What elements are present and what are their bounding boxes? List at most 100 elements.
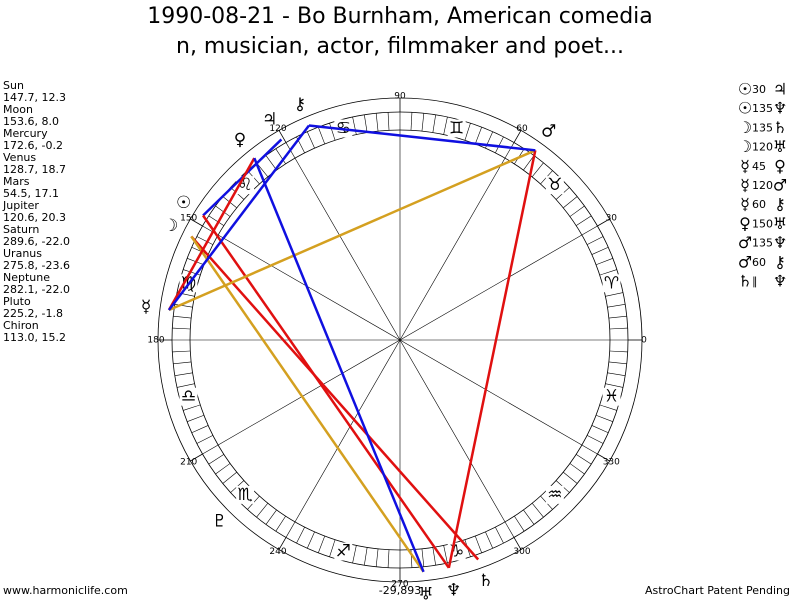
planet-glyph: ☽ [163,216,178,236]
ring-tick [173,361,192,365]
ring-tick [605,383,624,388]
ring-tick [176,383,195,388]
aspect-line [168,149,536,312]
ring-tick [608,361,627,365]
ring-tick [495,136,504,154]
sign-bg [334,542,353,561]
planet-name: Moon [3,103,33,116]
ring-tick [581,444,598,455]
planet-position: 54.5, 17.1 [3,187,59,200]
planet-name: Mars [3,175,30,188]
aspect-from: ☽ [738,118,752,137]
ring-tick [443,545,448,564]
ring-tick [523,155,535,171]
sign-divider [278,130,287,143]
ring-tick [364,547,368,566]
ring-tick [183,404,201,411]
degree-label: 240 [269,547,286,557]
ring-tick [329,123,336,141]
sign-divider [278,537,287,550]
ring-tick [595,414,613,422]
ring-tick [563,471,578,484]
ring-tick [375,548,379,567]
degree-label: 0 [641,336,647,346]
zodiac-sign: ♊ [449,118,464,138]
planet-position: 282.1, -22.0 [3,283,70,296]
ring-tick [514,515,525,532]
aspect-line [190,235,425,573]
aspect-angle: 120 [752,141,773,154]
ring-tick [599,269,617,276]
ring-tick [485,531,494,549]
ring-tick [202,444,219,455]
zodiac-sign: ♎ [181,387,196,407]
ring-tick [443,116,448,135]
degree-label: 210 [180,458,197,468]
ring-tick [387,549,390,568]
aspect-from: ♂ [738,233,752,252]
aspect-line [167,124,310,311]
aspect-angle: 150 [752,217,773,230]
ring-tick [285,521,296,538]
ring-tick [318,535,326,553]
aspect-from: ☿ [740,195,750,214]
planet-glyph: ♀ [234,130,246,150]
aspect-from: ♄ [738,272,752,291]
degree-label: 270 [391,580,408,590]
ring-tick [421,548,425,567]
ring-tick [215,205,231,217]
planet-name: Sun [3,79,24,92]
degree-label: 180 [147,336,164,346]
ring-tick [586,435,604,444]
ring-tick [605,292,624,297]
aspect-angle: 45 [752,160,766,173]
ring-tick [591,246,609,255]
sign-bg [602,274,621,293]
ring-tick [591,425,609,434]
sign-bg [447,119,466,138]
ring-tick [172,327,191,330]
footer-website: www.harmoniclife.com [3,584,128,597]
ring-tick [421,113,425,132]
aspect-line [202,214,450,569]
planet-position: 225.2, -1.8 [3,307,63,320]
degree-label: 300 [513,547,530,557]
aspect-to: ♃ [773,80,787,99]
spoke [294,157,401,341]
ring-tick [586,236,604,245]
aspect-angle: 135 [752,102,773,115]
aspect-from: ☽ [738,137,752,156]
ring-tick [504,142,515,159]
aspect-from: ☿ [740,176,750,195]
ring-tick [581,225,598,236]
footer-right: AstroChart Patent Pending [645,584,790,597]
ring-tick [474,127,482,145]
ring-tick [464,123,471,141]
ring-tick [256,503,269,518]
planet-glyph: ♅ [418,585,433,600]
ring-tick [387,112,390,131]
sign-divider [513,130,522,143]
planet-name: Uranus [3,247,42,260]
aspect-to: ♀ [774,156,786,175]
ring-tick [608,315,627,319]
spoke [399,339,506,523]
degree-label: 90 [394,92,406,102]
planet-position: 172.6, -0.2 [3,139,63,152]
aspect-to: ♆ [773,99,787,118]
planet-position: 275.8, -23.6 [3,259,70,272]
ring-tick [352,116,357,135]
ring-tick [609,327,628,330]
aspect-from: ☉ [738,80,752,99]
ring-tick [173,315,192,319]
planet-position: 120.6, 20.3 [3,211,66,224]
planet-name: Venus [3,151,36,164]
aspect-line [253,157,425,573]
ring-tick [172,350,191,353]
spoke [399,339,583,446]
ring-tick [432,547,436,566]
sign-divider [513,537,522,550]
aspect-from: ♀ [739,214,751,233]
planet-name: Chiron [3,319,39,332]
